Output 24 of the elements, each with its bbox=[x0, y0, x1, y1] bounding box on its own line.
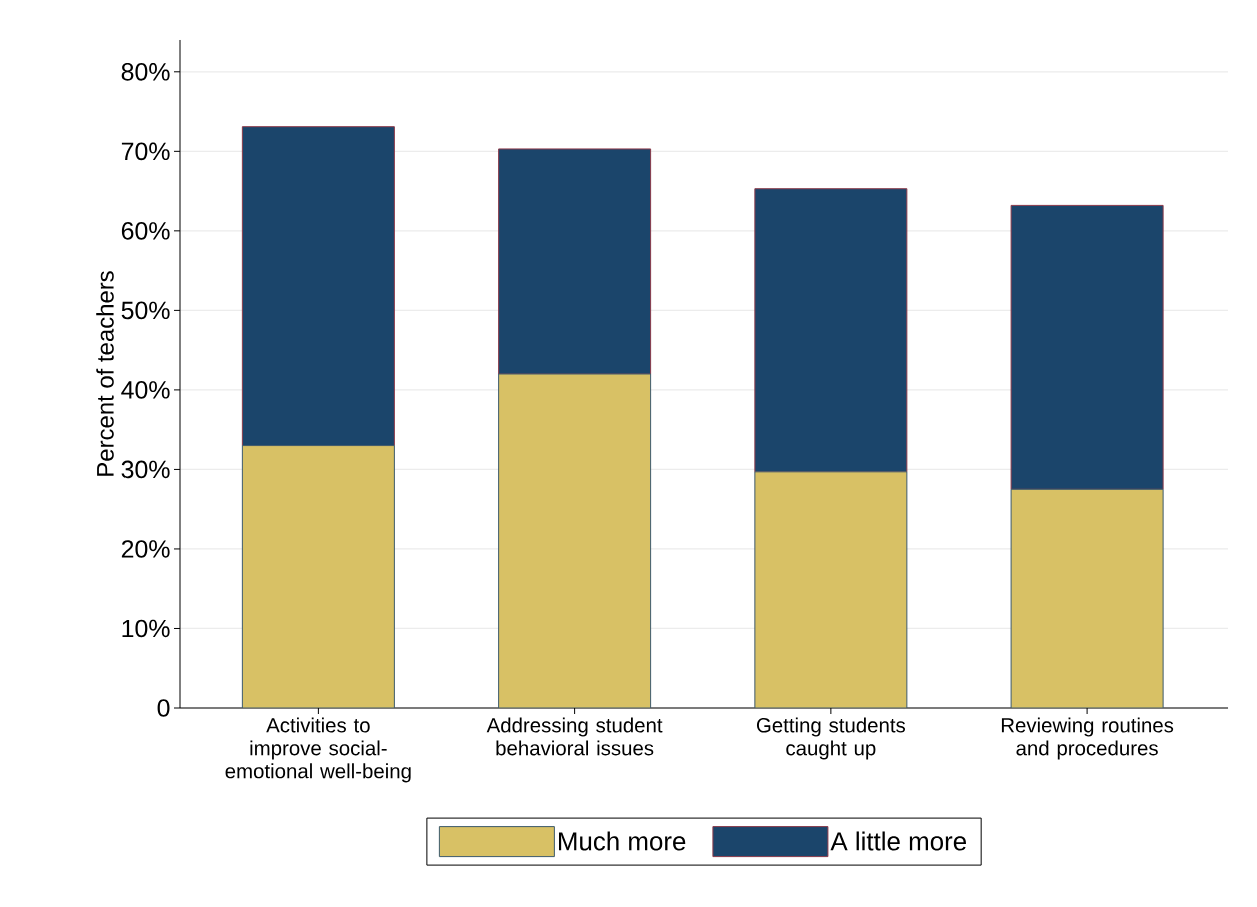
y-tick-label: 70% bbox=[121, 142, 170, 161]
y-tick-label: 80% bbox=[121, 62, 170, 81]
y-tick-label: 20% bbox=[121, 540, 170, 558]
bar bbox=[1010, 204, 1164, 490]
legend-label: A little more bbox=[830, 831, 966, 851]
bar bbox=[1010, 488, 1164, 708]
y-tick-label: 60% bbox=[121, 222, 170, 240]
legend-label: Much more bbox=[559, 831, 686, 851]
bar bbox=[241, 126, 395, 447]
x-tick-label: Reviewing routines and procedures bbox=[1001, 717, 1174, 760]
bar bbox=[498, 373, 652, 708]
bar bbox=[754, 188, 908, 473]
x-tick-label: Getting students caught up bbox=[756, 717, 906, 760]
y-tick-label: 10% bbox=[122, 619, 170, 638]
x-tick-label: Activities to improve social-emotional well-being bbox=[225, 717, 411, 783]
x-tick-label: Addressing student behavioral issues bbox=[486, 717, 663, 756]
y-tick-label: 0 bbox=[157, 699, 170, 717]
y-tick-label: 30% bbox=[121, 460, 170, 479]
bar bbox=[754, 471, 908, 708]
y-axis-title: Percent of teachers bbox=[96, 271, 114, 476]
bar bbox=[498, 148, 652, 375]
y-tick-label: 40% bbox=[121, 381, 170, 399]
y-tick-label: 50% bbox=[121, 301, 170, 320]
bar bbox=[241, 445, 395, 708]
